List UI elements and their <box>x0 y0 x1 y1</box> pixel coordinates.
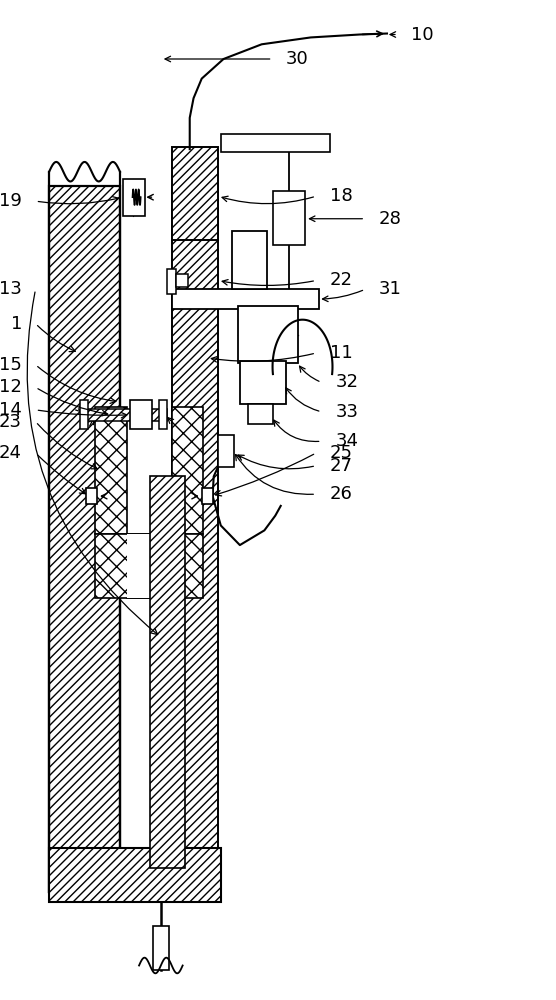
Bar <box>272 191 305 245</box>
Text: 34: 34 <box>335 432 358 450</box>
Bar <box>80 400 88 429</box>
Bar <box>49 186 120 892</box>
Bar <box>202 488 212 504</box>
Text: 10: 10 <box>411 25 434 43</box>
Text: 27: 27 <box>330 457 353 475</box>
Text: 28: 28 <box>379 210 401 228</box>
Bar <box>82 409 167 421</box>
Text: 26: 26 <box>330 485 353 503</box>
Bar <box>176 274 187 287</box>
Bar <box>172 186 218 892</box>
Text: 12: 12 <box>0 378 22 396</box>
Text: 11: 11 <box>330 344 353 362</box>
Bar <box>167 269 176 294</box>
Text: 24: 24 <box>0 444 22 462</box>
Bar <box>123 179 145 216</box>
Bar <box>127 534 172 598</box>
Text: 13: 13 <box>0 280 22 298</box>
Text: 22: 22 <box>330 271 353 289</box>
Bar <box>158 400 167 429</box>
Text: 30: 30 <box>286 50 309 68</box>
Bar <box>86 488 97 504</box>
Text: 32: 32 <box>335 373 358 391</box>
Bar <box>221 134 330 152</box>
Bar <box>130 400 152 429</box>
Text: 15: 15 <box>0 356 22 374</box>
Bar <box>218 435 235 467</box>
Bar <box>172 147 218 240</box>
Text: 31: 31 <box>379 280 401 298</box>
Bar <box>172 289 319 309</box>
Bar <box>232 231 267 289</box>
Text: 19: 19 <box>0 192 22 210</box>
Bar <box>240 361 286 404</box>
Bar <box>95 534 203 598</box>
Bar <box>248 404 272 424</box>
Bar <box>95 407 127 534</box>
Text: 1: 1 <box>11 315 22 333</box>
Bar <box>172 407 203 534</box>
Bar <box>49 848 221 902</box>
Text: 25: 25 <box>330 444 353 462</box>
Text: 33: 33 <box>335 403 358 421</box>
Text: 23: 23 <box>0 413 22 431</box>
Bar <box>153 926 169 970</box>
Bar <box>150 476 185 867</box>
Bar <box>238 306 298 363</box>
Text: 14: 14 <box>0 401 22 419</box>
Text: 18: 18 <box>330 187 353 205</box>
